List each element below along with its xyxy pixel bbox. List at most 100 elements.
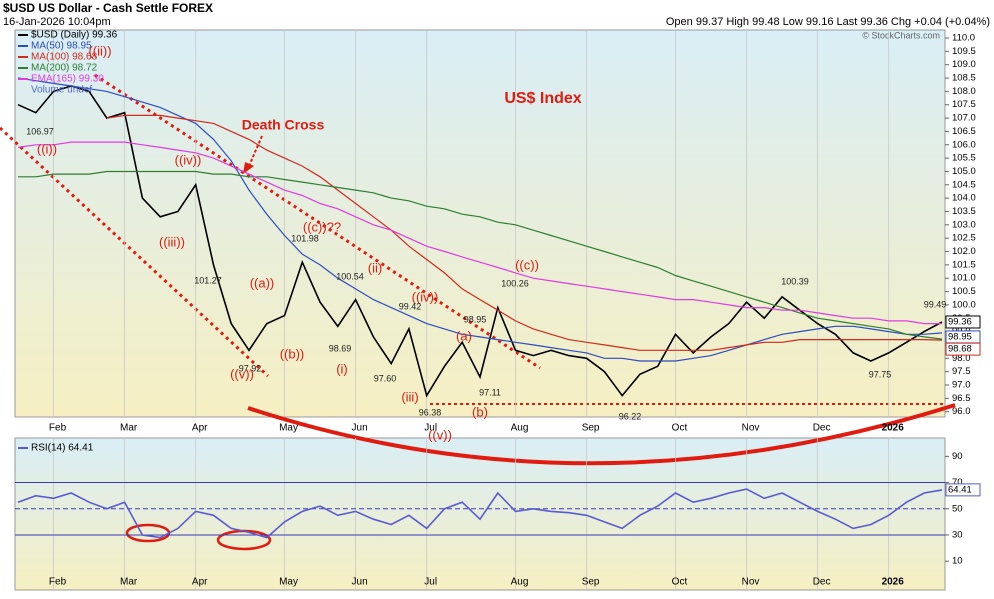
wave-label: ((c))?? bbox=[303, 219, 341, 234]
price-label: 98.95 bbox=[464, 314, 487, 324]
trend-line bbox=[0, 126, 270, 378]
y-tick-label: 110.0 bbox=[952, 33, 975, 44]
trend-line bbox=[94, 73, 541, 370]
chart-title: US$ Index bbox=[504, 90, 581, 107]
legend-label: RSI(14) 64.41 bbox=[31, 443, 94, 454]
credit: © StockCharts.com bbox=[862, 30, 940, 40]
x-tick-label: 2026 bbox=[882, 423, 905, 434]
x-tick-label: Oct bbox=[672, 423, 688, 434]
x-tick-label: Mar bbox=[120, 577, 138, 588]
wave-label: ((v)) bbox=[230, 366, 254, 381]
x-tick-label: Aug bbox=[511, 577, 529, 588]
x-tick-label: Dec bbox=[813, 577, 831, 588]
price-label: 97.60 bbox=[374, 373, 397, 383]
y-tick-label: 97.5 bbox=[952, 366, 971, 377]
y-tick-label: 107.5 bbox=[952, 99, 976, 110]
y-tick-label: 108.0 bbox=[952, 86, 976, 97]
y-tick-label: 109.5 bbox=[952, 46, 976, 57]
price-label: 100.54 bbox=[336, 271, 364, 281]
arrow bbox=[248, 135, 263, 167]
wave-label: ((iv)) bbox=[175, 152, 202, 167]
x-tick-label: Apr bbox=[192, 577, 208, 588]
y-tick-label: 109.0 bbox=[952, 59, 976, 70]
price-label: 100.39 bbox=[781, 276, 809, 286]
end-label-box bbox=[945, 342, 981, 356]
x-tick-label: Sep bbox=[582, 423, 600, 434]
y-tick-label: 70 bbox=[952, 477, 963, 488]
legend-label: $USD (Daily) 99.36 bbox=[31, 30, 118, 41]
series-line bbox=[17, 77, 943, 362]
series-line bbox=[17, 488, 943, 539]
price-label: 96.22 bbox=[619, 411, 642, 421]
price-label: 97.92 bbox=[239, 363, 262, 373]
legend-label: Volume undef bbox=[31, 85, 92, 96]
series-line bbox=[18, 170, 943, 340]
end-label-box bbox=[945, 483, 981, 497]
x-tick-label: Apr bbox=[192, 423, 208, 434]
price-label: 96.38 bbox=[419, 407, 442, 417]
y-tick-label: 108.5 bbox=[952, 73, 976, 84]
y-tick-label: 102.5 bbox=[952, 233, 976, 244]
y-tick-label: 106.0 bbox=[952, 139, 976, 150]
end-label: 99.36 bbox=[948, 317, 972, 328]
wave-label: (iii) bbox=[401, 389, 418, 404]
wave-label: ((iv)) bbox=[412, 289, 439, 304]
series-line bbox=[17, 85, 943, 398]
x-tick-label: Dec bbox=[813, 423, 831, 434]
x-tick-label: Nov bbox=[742, 577, 760, 588]
x-tick-label: Nov bbox=[742, 423, 760, 434]
x-tick-label: May bbox=[279, 577, 298, 588]
x-tick-label: Feb bbox=[49, 577, 67, 588]
price-label: 97.11 bbox=[479, 387, 501, 397]
end-label: 98.68 bbox=[948, 344, 972, 355]
x-tick-label: Jul bbox=[424, 577, 437, 588]
wave-label: (i) bbox=[336, 361, 348, 376]
wave-label: (a) bbox=[456, 328, 472, 343]
price-label: 98.69 bbox=[329, 343, 352, 353]
wave-label: (b) bbox=[472, 404, 488, 419]
y-tick-label: 103.0 bbox=[952, 219, 976, 230]
y-tick-label: 102.0 bbox=[952, 246, 976, 257]
symbol: $USD US Dollar - Cash Settle FOREX bbox=[3, 1, 213, 15]
y-tick-label: 104.0 bbox=[952, 193, 976, 204]
x-tick-label: Jun bbox=[352, 423, 368, 434]
y-tick-label: 97.0 bbox=[952, 379, 971, 390]
wave-label: ((iii)) bbox=[159, 234, 185, 249]
legend-label: MA(100) 98.68 bbox=[31, 52, 98, 63]
y-tick-label: 30 bbox=[952, 529, 963, 540]
y-tick-label: 100.5 bbox=[952, 286, 976, 297]
price-label: 97.75 bbox=[869, 369, 892, 379]
arc bbox=[247, 403, 956, 466]
x-tick-label: Oct bbox=[672, 577, 688, 588]
x-tick-label: Feb bbox=[49, 423, 67, 434]
price-label: 101.98 bbox=[291, 233, 319, 243]
x-tick-label: May bbox=[279, 423, 298, 434]
price-label: 99.42 bbox=[399, 301, 422, 311]
price-label: 100.26 bbox=[501, 278, 529, 288]
arrow-head bbox=[243, 162, 254, 174]
rsi-panel bbox=[14, 437, 946, 591]
y-tick-label: 101.0 bbox=[952, 273, 976, 284]
price-label: 101.27 bbox=[194, 275, 222, 285]
y-tick-label: 50 bbox=[952, 503, 963, 514]
x-tick-label: Jul bbox=[424, 423, 437, 434]
legend-label: EMA(165) 99.30 bbox=[31, 74, 104, 85]
series-line bbox=[106, 114, 943, 351]
wave-label: ((ii)) bbox=[88, 43, 111, 58]
series-line bbox=[17, 141, 942, 325]
end-label-box bbox=[945, 315, 981, 329]
x-tick-label: Mar bbox=[120, 423, 138, 434]
y-tick-label: 105.0 bbox=[952, 166, 976, 177]
price-label: 99.49 bbox=[924, 299, 947, 309]
wave-label: ((b)) bbox=[280, 346, 305, 361]
end-label: 98.95 bbox=[948, 331, 972, 342]
wave-label: ((v)) bbox=[428, 427, 452, 442]
y-tick-label: 101.5 bbox=[952, 259, 976, 270]
y-tick-label: 104.5 bbox=[952, 179, 976, 190]
y-tick-label: 103.5 bbox=[952, 206, 976, 217]
y-tick-label: 107.0 bbox=[952, 113, 976, 124]
y-tick-label: 105.5 bbox=[952, 153, 976, 164]
date: 16-Jan-2026 10:04pm bbox=[3, 16, 111, 28]
wave-label: (ii) bbox=[368, 260, 382, 275]
